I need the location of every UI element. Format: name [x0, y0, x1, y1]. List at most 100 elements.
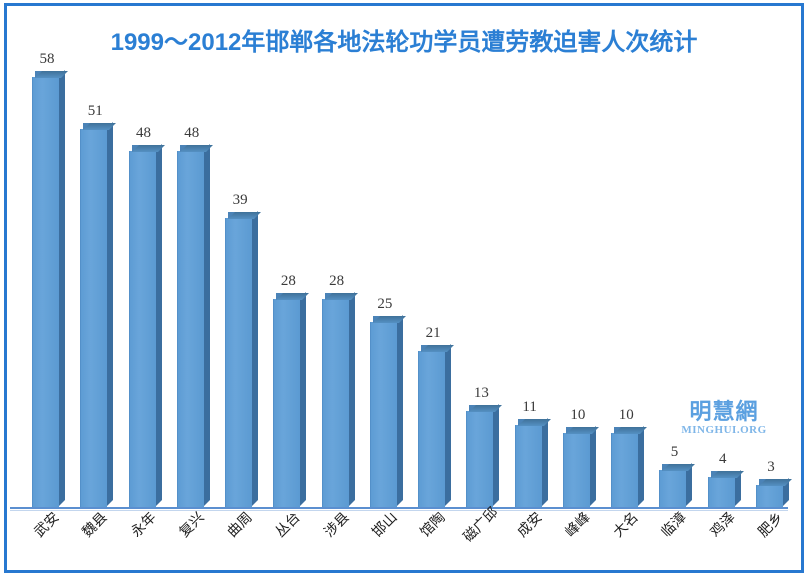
category-label-slot: 丛台 — [272, 509, 304, 574]
bar-item: 11 — [514, 55, 551, 507]
category-label-slot: 鸡泽 — [707, 509, 739, 574]
bar-value-label: 11 — [522, 399, 537, 415]
bar-value-label: 5 — [670, 444, 679, 460]
bar-3d-shape — [707, 470, 744, 507]
bar-front-face — [755, 485, 783, 507]
bar-top-face — [710, 471, 744, 478]
bar-front-face — [273, 299, 301, 507]
bar-top-face — [758, 479, 792, 486]
bar-item: 25 — [369, 55, 406, 507]
category-label: 鸡泽 — [707, 509, 739, 541]
bar-value-label: 28 — [329, 273, 345, 289]
category-label: 肥乡 — [755, 509, 787, 541]
category-label: 武安 — [31, 509, 63, 541]
bar-side-face — [588, 426, 596, 507]
bar-front-face — [562, 433, 590, 507]
bar-item: 58 — [32, 52, 68, 507]
bar-3d-shape — [755, 478, 792, 507]
category-label: 大名 — [610, 509, 642, 541]
bar-3d-shape — [321, 292, 358, 507]
bar-side-face — [251, 211, 259, 507]
bar-item: 10 — [611, 55, 648, 507]
bar-top-face — [83, 123, 117, 130]
bar-side-face — [395, 315, 403, 507]
bar-3d-shape — [273, 292, 310, 507]
chart-title: 1999～2012年邯郸各地法轮功学员遭劳教迫害人次统计 — [110, 29, 698, 56]
category-label-slot: 馆陶 — [417, 509, 449, 574]
bar-3d-shape — [32, 70, 68, 507]
category-label: 磁广邱 — [460, 504, 502, 546]
bar-value-label: 10 — [570, 407, 586, 423]
bar-3d-shape — [418, 344, 455, 507]
category-label-slot: 肥乡 — [755, 509, 787, 574]
bar-top-face — [372, 316, 406, 323]
category-label: 永年 — [127, 509, 160, 541]
category-label: 涉县 — [321, 509, 353, 541]
bar-top-face — [614, 427, 648, 434]
category-label-slot: 武安 — [31, 509, 63, 574]
category-label-slot: 永年 — [127, 509, 160, 574]
bar-value-label: 51 — [87, 103, 103, 119]
category-label-slot: 邯山 — [369, 509, 401, 574]
bar-front-face — [707, 477, 735, 507]
bar-value-label: 58 — [39, 51, 55, 67]
bar-item: 51 — [80, 55, 117, 507]
category-label: 馆陶 — [417, 509, 449, 541]
bar-front-face — [225, 218, 253, 507]
category-label-slot: 曲周 — [225, 509, 256, 574]
bar-item: 5 — [659, 55, 696, 507]
bar-item: 28 — [321, 55, 358, 507]
bar-3d-shape — [225, 211, 262, 507]
bar-top-face — [324, 293, 358, 300]
bar-side-face — [154, 144, 162, 507]
bar-item: 3 — [755, 55, 792, 507]
category-label-slot: 成安 — [514, 509, 546, 574]
bar-3d-shape — [514, 418, 551, 507]
bar-item: 48 — [176, 55, 213, 507]
bar-side-face — [202, 144, 210, 507]
bar-value-label: 28 — [280, 273, 296, 289]
category-label-slot: 峰峰 — [562, 509, 593, 574]
category-label-slot: 大名 — [610, 509, 642, 574]
bar-front-face — [128, 151, 156, 507]
bar-front-face — [80, 129, 108, 507]
bar-value-label: 4 — [718, 451, 727, 467]
bar-front-face — [514, 425, 542, 507]
x-axis-line-shadow — [10, 510, 788, 511]
x-axis-line — [10, 507, 788, 509]
bar-top-face — [662, 464, 696, 471]
plot-area: 58 51 48 48 39 28 28 25 21 13 11 10 10 5 4 3 — [14, 52, 794, 507]
category-label: 成安 — [514, 509, 546, 541]
bar-item: 10 — [562, 55, 599, 507]
category-label: 丛台 — [272, 509, 304, 541]
category-label: 临漳 — [658, 509, 691, 541]
bar-item: 13 — [466, 55, 503, 507]
bar-top-face — [228, 212, 262, 219]
bar-value-label: 48 — [184, 125, 200, 141]
bar-item: 39 — [225, 55, 262, 507]
bar-front-face — [321, 299, 349, 507]
bar-item: 21 — [418, 55, 455, 507]
bar-3d-shape — [659, 463, 696, 507]
bar-item: 28 — [273, 55, 310, 507]
bar-side-face — [58, 70, 65, 507]
bar-value-label: 39 — [232, 192, 248, 208]
category-label-slot: 涉县 — [321, 509, 353, 574]
bar-side-face — [637, 426, 645, 507]
bar-value-label: 21 — [425, 325, 441, 341]
bar-item: 4 — [707, 55, 744, 507]
bar-front-face — [659, 470, 687, 507]
category-label-slot: 魏县 — [80, 509, 111, 574]
category-label: 邯山 — [369, 509, 401, 541]
x-axis-category-labels: 武安 魏县 永年 复兴 曲周 丛台 涉县 邯山 馆陶 磁广邱 成安 峰峰 大名 临漳 鸡泽 肥乡 — [14, 504, 794, 574]
bar-front-face — [611, 433, 639, 507]
bar-front-face — [369, 322, 397, 507]
bar-front-face — [466, 411, 494, 507]
category-label-slot: 临漳 — [658, 509, 691, 574]
category-label-slot: 磁广邱 — [461, 504, 502, 574]
bar-3d-shape — [128, 144, 165, 507]
bar-series: 58 51 48 48 39 28 28 25 21 13 11 10 10 5 4 3 — [14, 52, 794, 507]
bar-top-face — [565, 427, 599, 434]
bar-value-label: 3 — [767, 459, 775, 475]
